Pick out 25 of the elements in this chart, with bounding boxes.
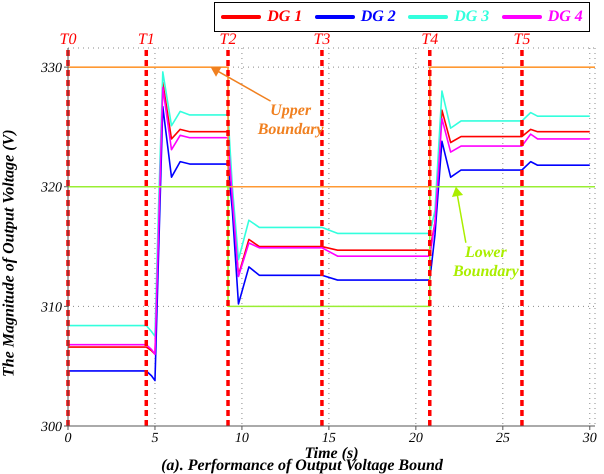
y-tick-label: 320 bbox=[40, 180, 62, 196]
legend-label: DG 4 bbox=[548, 8, 583, 26]
y-tick-label: 330 bbox=[40, 61, 62, 76]
x-tick-label: 10 bbox=[234, 430, 249, 446]
y-tick-label: 310 bbox=[40, 300, 62, 316]
x-tick-label: 15 bbox=[322, 430, 336, 446]
ref-line-label: T3 bbox=[313, 31, 330, 48]
legend-label: DG 2 bbox=[360, 8, 396, 26]
legend-label: DG 1 bbox=[267, 8, 302, 26]
x-tick-label: 20 bbox=[408, 430, 423, 446]
legend-label: DG 3 bbox=[454, 8, 490, 26]
y-axis-title: The Magnitude of Output Voltage (V) bbox=[0, 129, 18, 377]
ref-line-label: T1 bbox=[138, 31, 155, 48]
x-tick-label: 30 bbox=[582, 430, 597, 446]
ref-line-label: T2 bbox=[220, 31, 236, 48]
annotation: Upper Boundary bbox=[256, 102, 324, 138]
x-tick-label: 5 bbox=[151, 430, 158, 446]
ref-line-label: T5 bbox=[513, 31, 530, 48]
annotation: Lower Boundary bbox=[452, 244, 520, 280]
ref-line-label: T4 bbox=[421, 31, 438, 48]
x-tick-label: 25 bbox=[496, 430, 510, 446]
y-tick-label: 300 bbox=[40, 420, 62, 435]
ref-line-label: T0 bbox=[60, 31, 76, 48]
line-series bbox=[68, 106, 591, 382]
x-tick-label: 0 bbox=[64, 430, 72, 446]
